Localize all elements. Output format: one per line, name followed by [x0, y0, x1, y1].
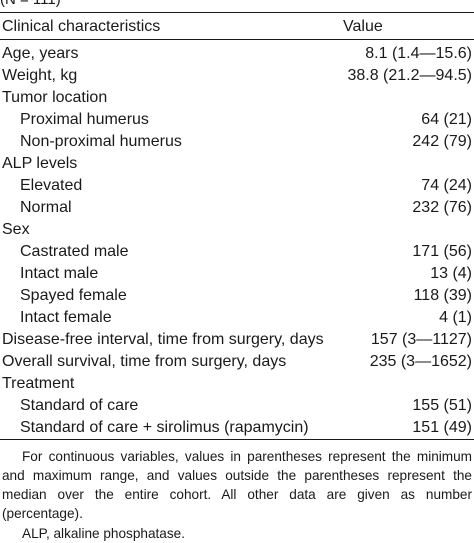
- row-value: 13 (4): [430, 265, 472, 282]
- table-row: Spayed female 118 (39): [0, 285, 474, 307]
- table-caption-fragment: (N = 111): [0, 0, 61, 10]
- table-row: Tumor location: [0, 87, 474, 109]
- table-row: Disease-free interval, time from surgery…: [0, 329, 474, 351]
- table-row: Overall survival, time from surgery, day…: [0, 351, 474, 373]
- row-sublabel: Normal: [20, 199, 72, 216]
- row-sublabel: Intact male: [20, 265, 99, 282]
- row-sublabel: Standard of care: [20, 397, 139, 414]
- table-row: Intact male 13 (4): [0, 263, 474, 285]
- row-sublabel: Spayed female: [20, 287, 127, 304]
- row-value: 4 (1): [439, 309, 472, 326]
- table-row: Non-proximal humerus 242 (79): [0, 131, 474, 153]
- table-row: Normal 232 (76): [0, 197, 474, 219]
- row-value: 8.1 (1.4—15.6): [365, 45, 472, 62]
- row-sublabel: Proximal humerus: [20, 111, 149, 128]
- row-value: 242 (79): [412, 133, 472, 150]
- table-row: Age, years 8.1 (1.4—15.6): [0, 43, 474, 65]
- table-row: Elevated 74 (24): [0, 175, 474, 197]
- table-row: Intact female 4 (1): [0, 307, 474, 329]
- table-row: ALP levels: [0, 153, 474, 175]
- row-sublabel: Intact female: [20, 309, 112, 326]
- row-label: Age, years: [2, 45, 79, 62]
- table-footnote: For continuous variables, values in pare…: [2, 449, 472, 521]
- table-row: Weight, kg 38.8 (21.2—94.5): [0, 65, 474, 87]
- header-rule: [0, 39, 474, 40]
- table-row: Standard of care + sirolimus (rapamycin)…: [0, 417, 474, 439]
- row-label: Sex: [2, 221, 30, 238]
- table-row: Sex: [0, 219, 474, 241]
- row-sublabel: Elevated: [20, 177, 83, 194]
- row-label: Treatment: [2, 375, 75, 392]
- row-sublabel: Standard of care + sirolimus (rapamycin): [20, 419, 309, 436]
- row-label: Weight, kg: [2, 67, 78, 84]
- row-value: 38.8 (21.2—94.5): [347, 67, 472, 84]
- row-sublabel: Non-proximal humerus: [20, 133, 182, 150]
- table-row: Proximal humerus 64 (21): [0, 109, 474, 131]
- table-row: Castrated male 171 (56): [0, 241, 474, 263]
- row-label: Tumor location: [2, 89, 108, 106]
- row-value: 74 (24): [421, 177, 472, 194]
- column-header-value: Value: [343, 18, 383, 35]
- row-value: 171 (56): [412, 243, 472, 260]
- row-sublabel: Castrated male: [20, 243, 129, 260]
- row-value: 235 (3—1652): [369, 353, 472, 370]
- table-bottom-rule: [0, 439, 474, 440]
- row-value: 157 (3—1127): [370, 331, 472, 348]
- row-label: Overall survival, time from surgery, day…: [2, 353, 287, 370]
- row-label: ALP levels: [2, 155, 78, 172]
- table-row: Treatment: [0, 373, 474, 395]
- row-value: 232 (76): [412, 199, 472, 216]
- abbreviation-note: ALP, alkaline phosphatase.: [22, 526, 185, 541]
- column-header-characteristic: Clinical characteristics: [2, 18, 161, 35]
- row-value: 151 (49): [412, 419, 472, 436]
- row-value: 155 (51): [412, 397, 472, 414]
- table-top-rule: [0, 12, 474, 13]
- row-value: 118 (39): [413, 287, 472, 304]
- row-value: 64 (21): [421, 111, 472, 128]
- row-label: Disease-free interval, time from surgery…: [2, 331, 324, 348]
- table-row: Standard of care 155 (51): [0, 395, 474, 417]
